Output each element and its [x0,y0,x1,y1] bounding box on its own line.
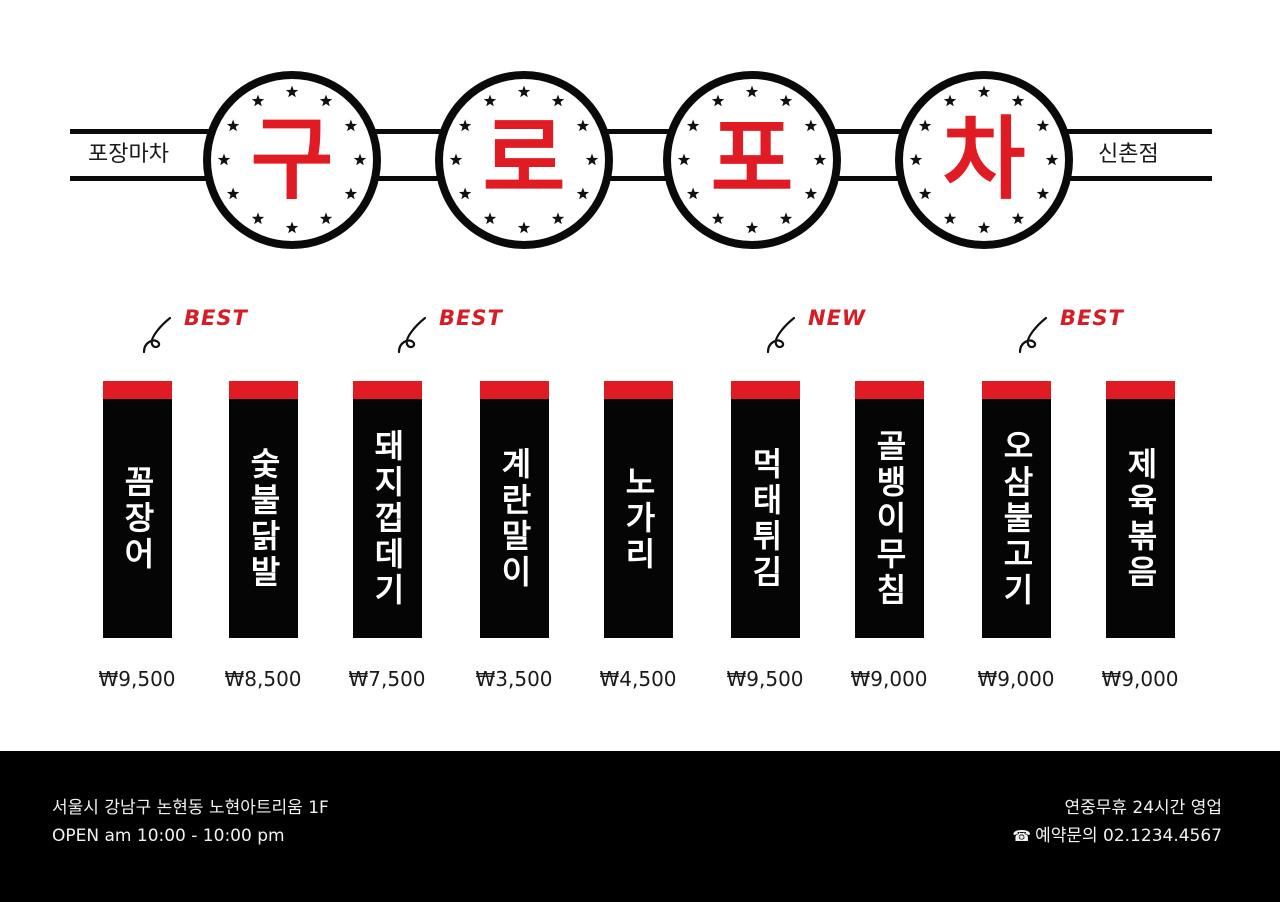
tag-label: BEST [1060,306,1124,330]
banner-cap [480,381,549,399]
swirl-icon [1018,316,1048,354]
header-rail-top [70,129,1212,134]
title-char: 로 [482,107,566,212]
menu-item-banner: 계란말이 [480,381,549,638]
menu-item-price: ₩9,000 [850,667,928,691]
reservation-line: ☎ 예약문의 02.1234.4567 [1012,825,1222,847]
menu-item-price: ₩8,500 [224,667,302,691]
menu-item-name: 제육볶음 [1121,446,1160,591]
banner-cap [229,381,298,399]
address-text: 서울시 강남구 논현동 노현아트리움 1F [52,798,329,818]
banner-cap [103,381,172,399]
title-char: 차 [942,107,1026,212]
open-days-text: 연중무휴 24시간 영업 [1064,798,1222,818]
menu-item-name: 노가리 [619,464,658,573]
menu-item-price: ₩9,000 [977,667,1055,691]
star-ring-icon [449,85,599,234]
star-ring-icon [217,85,367,234]
banner-cap [855,381,924,399]
menu-item-name: 오삼불고기 [997,428,1036,609]
title-medal-4: 차 [895,71,1073,249]
menu-item-name: 골뱅이무침 [870,428,909,609]
menu-item-name: 돼지껍데기 [368,428,407,609]
star-ring-icon [909,85,1059,234]
menu-item-price: ₩4,500 [599,667,677,691]
banner-cap [604,381,673,399]
menu-item-price: ₩7,500 [348,667,426,691]
swirl-icon [397,316,427,354]
tag-label: NEW [808,306,867,330]
menu-item-banner: 오삼불고기 [982,381,1051,638]
swirl-icon [766,316,796,354]
menu-item-price: ₩3,500 [475,667,553,691]
menu-item-name: 먹태튀김 [746,446,785,591]
swirl-icon [142,316,172,354]
menu-item-banner: 먹태튀김 [731,381,800,638]
banner-cap [731,381,800,399]
menu-item-banner: 꼼장어 [103,381,172,638]
menu-item-price: ₩9,500 [98,667,176,691]
logo-header: 포장마차 신촌점 구 로 포 차 [0,0,1280,260]
banner-cap [982,381,1051,399]
menu-item-name: 숯불닭발 [244,446,283,591]
menu-item-banner: 숯불닭발 [229,381,298,638]
reservation-text: 예약문의 02.1234.4567 [1035,826,1222,846]
title-medal-1: 구 [203,71,381,249]
title-char: 구 [250,107,334,212]
menu-item-banner: 제육볶음 [1106,381,1175,638]
menu-item-name: 꼼장어 [118,464,157,573]
header-rail-bottom [70,176,1212,181]
menu-item-name: 계란말이 [495,446,534,591]
menu-item-banner: 골뱅이무침 [855,381,924,638]
category-label: 포장마차 [88,142,169,167]
branch-label: 신촌점 [1098,142,1159,167]
tag-label: BEST [439,306,503,330]
phone-icon: ☎ [1012,827,1032,845]
menu-item-banner: 돼지껍데기 [353,381,422,638]
title-char: 포 [710,107,794,212]
footer: 서울시 강남구 논현동 노현아트리움 1F OPEN am 10:00 - 10… [0,751,1280,902]
star-ring-icon [677,85,827,234]
banner-cap [1106,381,1175,399]
title-medal-2: 로 [435,71,613,249]
menu-item-price: ₩9,500 [726,667,804,691]
tag-label: BEST [184,306,248,330]
hours-text: OPEN am 10:00 - 10:00 pm [52,826,285,846]
banner-cap [353,381,422,399]
menu-item-banner: 노가리 [604,381,673,638]
menu-item-price: ₩9,000 [1101,667,1179,691]
title-medal-3: 포 [663,71,841,249]
